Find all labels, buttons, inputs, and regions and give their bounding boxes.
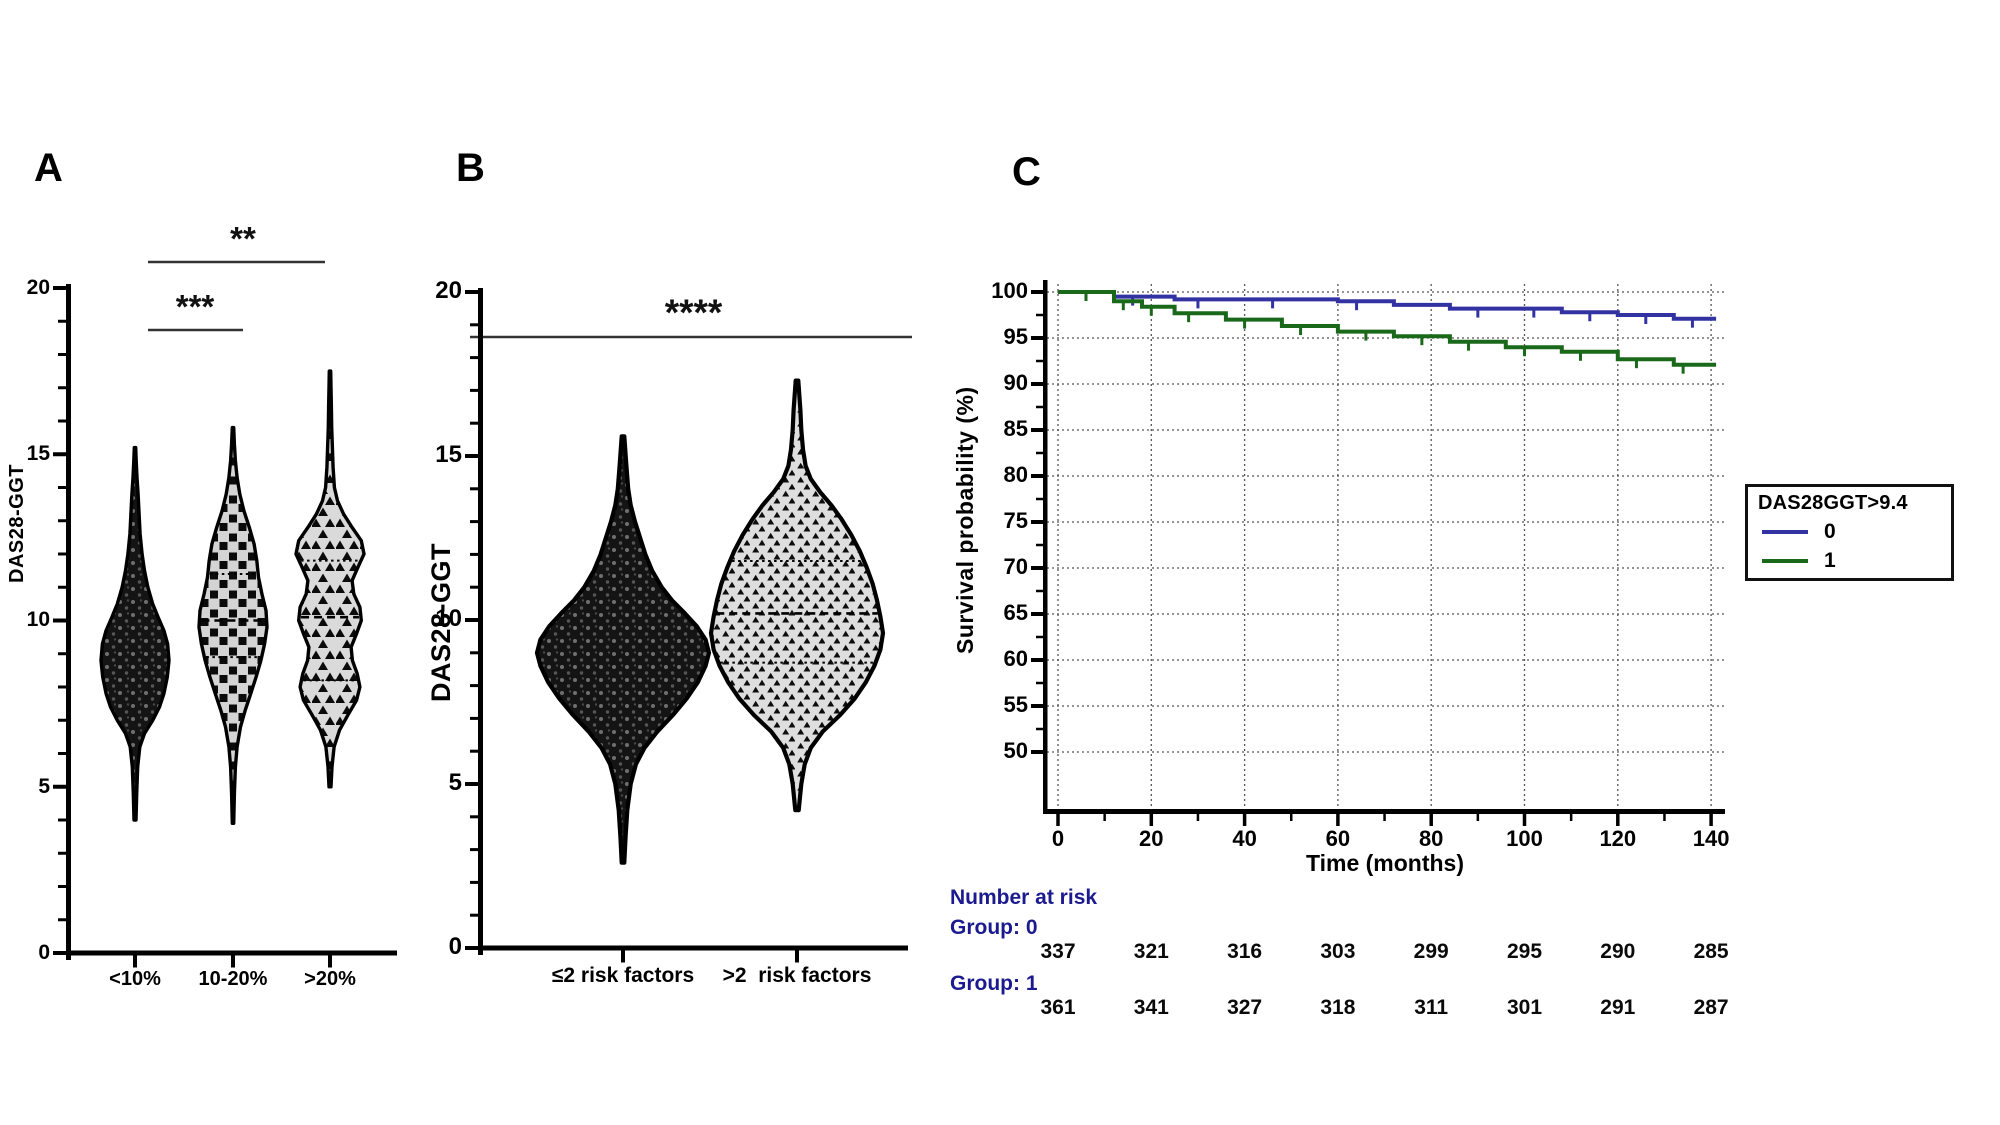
- panel-b-category-label: >2 risk factors: [722, 964, 872, 987]
- panel-a-y-tick-label: 10: [26, 608, 50, 632]
- violin-b-0: [534, 434, 712, 865]
- panel-c-y-tick-label: 70: [1003, 554, 1028, 579]
- panel-b-label: B: [456, 146, 485, 190]
- violin-a-2: [294, 369, 366, 789]
- legend-line-group1-icon: [1762, 559, 1808, 563]
- at-risk-count-group0: 285: [1693, 940, 1729, 963]
- significance-stars-b: ****: [664, 292, 723, 333]
- panel-c-y-tick-label: 85: [1003, 416, 1028, 441]
- legend-box: DAS28GGT>9.4 0 1: [1745, 484, 1954, 581]
- at-risk-count-group1: 291: [1600, 996, 1636, 1019]
- at-risk-count-group1: 327: [1227, 996, 1263, 1019]
- panel-c-x-tick-label: 0: [1051, 826, 1065, 851]
- violin-a-1: [197, 425, 269, 825]
- panel-c-x-tick-label: 100: [1506, 826, 1543, 851]
- at-risk-count-group1: 311: [1414, 996, 1449, 1019]
- panel-c-x-tick-label: 60: [1325, 826, 1351, 851]
- at-risk-group0-label: Group: 0: [950, 916, 1038, 939]
- at-risk-count-group1: 341: [1133, 996, 1169, 1019]
- panel-c-y-tick-label: 90: [1003, 370, 1028, 395]
- panel-c-x-tick-label: 80: [1418, 826, 1444, 851]
- panel-b-y-tick-label: 15: [435, 441, 462, 469]
- at-risk-count-group0: 321: [1133, 940, 1169, 963]
- legend-line-group0-icon: [1762, 530, 1808, 534]
- panel-c-y-tick-label: 80: [1003, 462, 1028, 487]
- panel-a-label: A: [34, 146, 63, 190]
- panel-c-label: C: [1012, 150, 1041, 194]
- at-risk-count-group0: 295: [1506, 940, 1543, 963]
- panel-c-y-tick-label: 100: [991, 278, 1028, 303]
- panel-c-plot: [1031, 280, 1725, 826]
- panel-a-category-label: 10-20%: [198, 968, 268, 990]
- at-risk-count-group1: 361: [1040, 996, 1076, 1019]
- legend-item-group0: 0: [1758, 520, 1941, 544]
- panel-b-y-tick-label: 0: [448, 933, 462, 961]
- at-risk-count-group0: 303: [1320, 940, 1356, 963]
- number-at-risk-header: Number at risk: [950, 886, 1098, 909]
- significance-stars-a-upper: **: [230, 220, 256, 257]
- panel-a-category-label: >20%: [304, 968, 356, 990]
- at-risk-count-group0: 316: [1227, 940, 1263, 963]
- at-risk-count-group0: 299: [1413, 940, 1449, 963]
- panel-b-y-tick-label: 5: [448, 769, 462, 797]
- at-risk-count-group0: 337: [1040, 940, 1076, 963]
- panel-c-y-tick-label: 95: [1003, 324, 1028, 349]
- violin-b-1: [708, 378, 886, 813]
- legend-label-group0: 0: [1824, 520, 1836, 543]
- violin-a-0: [99, 445, 171, 822]
- at-risk-count-group0: 290: [1600, 940, 1636, 963]
- legend-label-group1: 1: [1824, 549, 1836, 572]
- km-curve-group0: [1058, 290, 1717, 328]
- panel-a-category-label: <10%: [109, 968, 161, 990]
- panel-c-y-tick-label: 75: [1003, 508, 1028, 533]
- at-risk-group1-label: Group: 1: [950, 972, 1038, 995]
- panel-c-x-tick-label: 20: [1139, 826, 1164, 851]
- panel-a-y-tick-label: 15: [26, 442, 50, 466]
- panel-c-y-tick-label: 65: [1003, 600, 1028, 625]
- panel-c-x-tick-label: 140: [1692, 826, 1730, 851]
- panel-a-y-tick-label: 20: [26, 275, 50, 299]
- panel-c-y-tick-label: 55: [1003, 692, 1028, 717]
- panel-c-x-axis-title: Time (months): [1305, 850, 1465, 876]
- panel-b-plot: [465, 288, 912, 963]
- panel-a-y-tick-label: 5: [38, 774, 50, 798]
- at-risk-count-group1: 318: [1320, 996, 1356, 1019]
- panel-c-y-tick-label: 60: [1003, 646, 1028, 671]
- at-risk-count-group1: 287: [1693, 996, 1729, 1019]
- km-curve-group1: [1058, 290, 1717, 374]
- panel-b-category-label: ≤2 risk factors: [551, 964, 695, 987]
- at-risk-count-group1: 301: [1506, 996, 1543, 1019]
- legend-item-group1: 1: [1758, 549, 1941, 573]
- panel-b-y-tick-label: 10: [435, 605, 462, 633]
- significance-stars-a-lower: ***: [175, 288, 215, 325]
- panel-c-x-tick-label: 40: [1232, 826, 1257, 851]
- panel-a-y-tick-label: 0: [38, 940, 50, 964]
- panel-b-y-tick-label: 20: [435, 277, 462, 305]
- panel-a-plot: [53, 260, 397, 968]
- panel-c-y-tick-label: 50: [1003, 738, 1028, 763]
- legend-title: DAS28GGT>9.4: [1758, 492, 1908, 514]
- panel-c-x-tick-label: 120: [1599, 826, 1637, 851]
